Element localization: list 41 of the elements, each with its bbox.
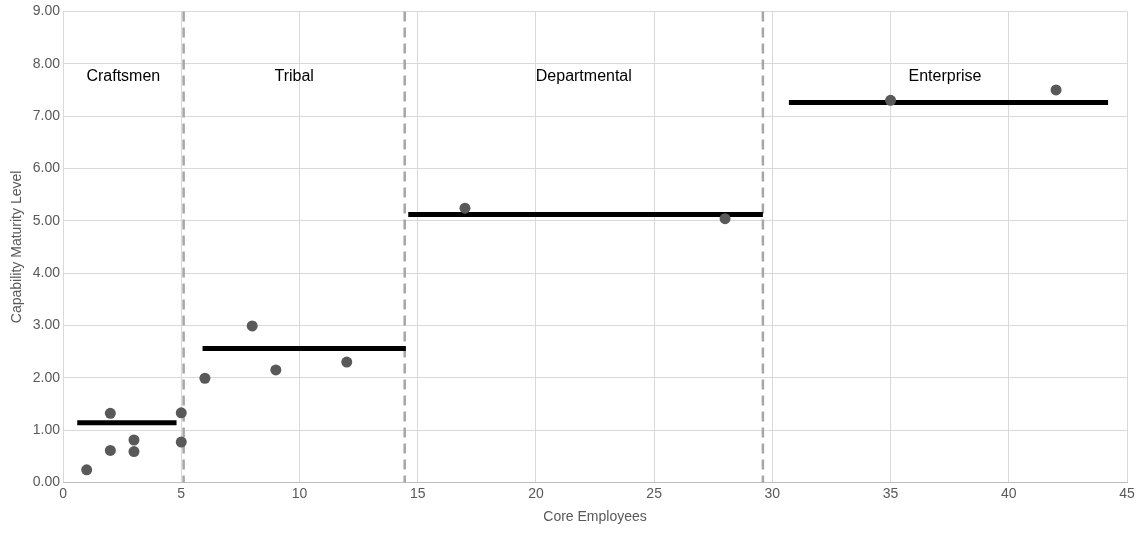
x-tick-label: 20: [528, 484, 544, 501]
x-tick-label: 0: [59, 484, 68, 501]
x-tick-label: 45: [1119, 484, 1135, 501]
y-tick-label: 0.00: [32, 473, 61, 490]
x-tick-label: 25: [646, 484, 663, 501]
point: [128, 434, 140, 446]
point: [270, 364, 282, 376]
point: [459, 202, 471, 214]
point: [885, 94, 897, 106]
point: [246, 320, 258, 332]
point: [1050, 84, 1062, 96]
y-tick-label: 7.00: [32, 106, 61, 123]
point: [719, 213, 731, 225]
x-tick-label: 30: [764, 484, 781, 501]
y-tick-label: 1.00: [32, 420, 61, 437]
y-tick-label: 4.00: [32, 263, 61, 280]
annotation: Craftsmen: [86, 66, 161, 84]
x-tick-label: 5: [177, 484, 186, 501]
annotation: Tribal: [274, 66, 314, 84]
point: [175, 436, 187, 448]
point: [128, 446, 140, 458]
y-tick-label: 5.00: [32, 211, 61, 228]
x-tick-label: 10: [291, 484, 308, 501]
y-tick-label: 6.00: [32, 159, 61, 176]
y-tick-label: 9.00: [32, 2, 61, 19]
y-tick-label: 2.00: [32, 368, 61, 385]
x-tick-label: 35: [882, 484, 899, 501]
x-tick-label: 40: [1000, 484, 1017, 501]
x-tick-label: 15: [409, 484, 426, 501]
annotation: Departmental: [535, 66, 632, 84]
point: [199, 372, 211, 384]
point: [104, 407, 116, 419]
point: [341, 356, 353, 368]
annotation: Enterprise: [908, 66, 982, 84]
y-axis-title: Capability Maturity Level: [8, 170, 25, 324]
y-tick-label: 8.00: [32, 54, 61, 71]
x-axis-title: Core Employees: [543, 508, 647, 525]
y-tick-label: 3.00: [32, 316, 61, 333]
point: [104, 444, 116, 456]
point: [81, 464, 93, 476]
point: [175, 407, 187, 419]
